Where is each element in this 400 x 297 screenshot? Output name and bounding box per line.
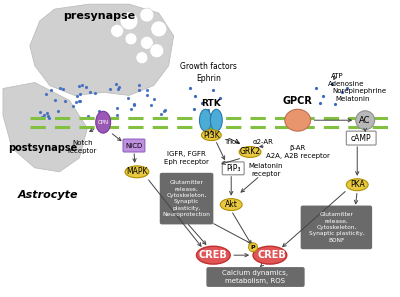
Ellipse shape xyxy=(125,166,149,178)
Text: RTK: RTK xyxy=(202,99,221,108)
Ellipse shape xyxy=(96,111,111,133)
Ellipse shape xyxy=(248,243,258,252)
Text: cAMP: cAMP xyxy=(351,134,372,143)
Circle shape xyxy=(120,12,138,30)
Ellipse shape xyxy=(356,111,374,130)
Text: GRK2: GRK2 xyxy=(240,148,260,157)
Text: P: P xyxy=(251,245,255,250)
Circle shape xyxy=(140,8,154,22)
Text: Norepinephrine: Norepinephrine xyxy=(332,89,386,94)
Text: Melatonin
receptor: Melatonin receptor xyxy=(249,163,283,177)
FancyBboxPatch shape xyxy=(346,131,376,145)
Ellipse shape xyxy=(285,109,310,131)
Text: GPCR: GPCR xyxy=(283,96,313,106)
Text: Astrocyte: Astrocyte xyxy=(18,190,78,200)
Text: IGFR, FGFR
Eph receptor: IGFR, FGFR Eph receptor xyxy=(164,151,209,165)
FancyBboxPatch shape xyxy=(222,162,244,175)
Text: Growth factors
Ephrin: Growth factors Ephrin xyxy=(180,62,237,83)
Text: Calcium dynamics,
metabolism, ROS: Calcium dynamics, metabolism, ROS xyxy=(222,270,288,284)
FancyBboxPatch shape xyxy=(160,173,213,225)
Text: TrkA: TrkA xyxy=(224,139,239,145)
Text: CREB: CREB xyxy=(199,250,228,260)
Text: ATP: ATP xyxy=(332,72,344,79)
Circle shape xyxy=(151,21,167,37)
Text: CREB: CREB xyxy=(258,250,286,260)
Text: α2-AR: α2-AR xyxy=(252,139,274,145)
FancyBboxPatch shape xyxy=(123,139,145,152)
FancyBboxPatch shape xyxy=(206,267,305,287)
Ellipse shape xyxy=(239,146,261,157)
Ellipse shape xyxy=(220,199,242,211)
Ellipse shape xyxy=(346,179,368,191)
Text: PiP₃: PiP₃ xyxy=(226,164,240,173)
Polygon shape xyxy=(30,4,174,95)
Text: PI3K: PI3K xyxy=(203,131,220,140)
Circle shape xyxy=(140,36,153,49)
Ellipse shape xyxy=(200,109,211,131)
Text: Melatonin: Melatonin xyxy=(336,97,370,102)
Text: AC: AC xyxy=(360,116,371,125)
Text: presynapse: presynapse xyxy=(63,11,135,21)
Circle shape xyxy=(136,52,148,64)
Ellipse shape xyxy=(210,109,222,131)
Circle shape xyxy=(111,24,124,37)
FancyBboxPatch shape xyxy=(301,206,372,249)
Text: postsynapse: postsynapse xyxy=(8,143,77,153)
Text: NICD: NICD xyxy=(125,143,142,148)
Ellipse shape xyxy=(196,246,230,264)
Ellipse shape xyxy=(202,130,221,140)
Text: PKA: PKA xyxy=(350,180,365,189)
Text: β-AR
A2A, A2B receptor: β-AR A2A, A2B receptor xyxy=(266,145,330,159)
Text: Akt: Akt xyxy=(225,200,238,209)
Text: Adenosine: Adenosine xyxy=(328,80,364,86)
Text: Glutamitter
release,
Cytoskeleton,
Synaptic
plasticity,
Neuroprotection: Glutamitter release, Cytoskeleton, Synap… xyxy=(163,180,210,217)
Polygon shape xyxy=(3,83,87,172)
Text: Notch
receptor: Notch receptor xyxy=(68,140,97,154)
Ellipse shape xyxy=(253,246,287,264)
Circle shape xyxy=(125,33,137,45)
Text: Glutamitter
release,
Cytoskeleton,
Synaptic plasticity,
BDNF: Glutamitter release, Cytoskeleton, Synap… xyxy=(308,212,364,243)
Text: MAPK: MAPK xyxy=(126,167,148,176)
Circle shape xyxy=(150,44,164,58)
Text: CPN: CPN xyxy=(98,120,109,125)
